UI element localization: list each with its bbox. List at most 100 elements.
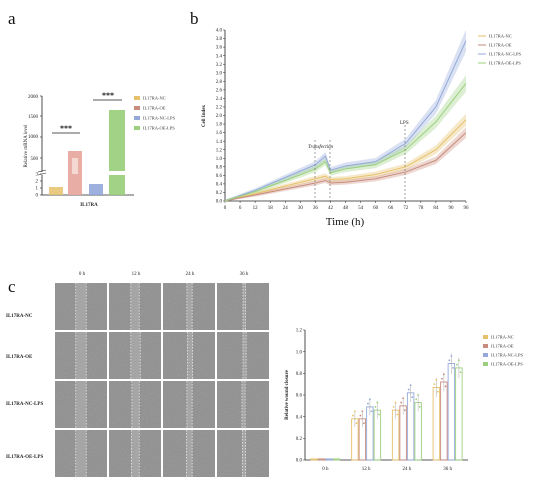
y-tick-label: 4.0 xyxy=(216,29,223,34)
data-point xyxy=(442,373,445,376)
y-tick-label: 0.8 xyxy=(296,372,303,377)
row-label-oe-lps: IL17RA-OE-LPS xyxy=(6,455,43,460)
data-point xyxy=(368,398,371,401)
time-label-0h: 0 h xyxy=(79,272,86,277)
y-tick-label: 0.4 xyxy=(216,183,223,188)
panel-a-y-label: Relative mRNA level xyxy=(24,124,29,168)
legend-swatch xyxy=(134,96,140,100)
x-tick-label: 54 xyxy=(358,206,364,211)
y-tick-label: 2.6 xyxy=(216,88,223,93)
data-point xyxy=(415,398,418,401)
wound-gap xyxy=(187,332,193,379)
panel-b-x-label: Time (h) xyxy=(326,216,365,228)
annotation-transfection: Transfection xyxy=(308,145,334,150)
legend-label: IL17RA-OE xyxy=(143,106,166,111)
y-tick-label: 2.0 xyxy=(216,114,223,119)
data-point xyxy=(374,406,377,408)
time-label-36h: 36 h xyxy=(240,272,249,277)
data-point xyxy=(400,401,403,404)
wound-gap xyxy=(131,430,140,477)
data-point xyxy=(392,406,395,408)
x-tick-label: 0 xyxy=(224,206,227,211)
y-tick-label: 3.0 xyxy=(216,71,223,76)
bar xyxy=(325,458,333,461)
panel-c-y-ticks: 0.0 0.2 0.4 0.6 0.8 1.0 1.2 xyxy=(296,329,305,464)
x-tick-label: 0 h xyxy=(322,467,329,472)
y-tick-label: 1.2 xyxy=(296,329,303,334)
y-tick-label: 0.6 xyxy=(216,174,223,179)
legend-label: IL17RA-OE xyxy=(491,344,514,349)
data-point xyxy=(437,390,439,393)
y-tick-label: 0.2 xyxy=(296,437,303,442)
bar xyxy=(332,458,341,461)
panel-b-x-ticks: 0 6 12 18 24 30 36 42 48 54 60 66 72 78 84 90 96 xyxy=(224,201,469,211)
series-line xyxy=(224,83,467,202)
data-point xyxy=(441,377,443,380)
wound-gap xyxy=(75,381,87,428)
panel-c-legend: IL17RA-NC IL17RA-OE IL17RA-NC-LPS IL17RA… xyxy=(483,335,523,367)
data-point xyxy=(370,410,373,413)
data-point xyxy=(417,394,420,396)
y-tick-label: 3 xyxy=(36,173,39,178)
x-tick-label: 24 xyxy=(283,206,289,211)
y-tick-label: 1000 xyxy=(28,135,39,140)
annotation-lps: LPS xyxy=(400,121,409,126)
panel-b-line-chart: 0.0 0.2 0.4 0.6 0.8 1.0 1.2 1.4 1.6 1.8 2.0 2.2 2.4 2… xyxy=(202,29,521,228)
data-point xyxy=(459,371,462,374)
time-label-24h: 24 h xyxy=(186,272,195,277)
panel-letter-a: a xyxy=(8,9,16,28)
y-tick-label: 3.6 xyxy=(216,46,223,51)
series-line xyxy=(224,119,467,202)
panel-letter-c: c xyxy=(8,277,16,296)
wound-gap xyxy=(241,381,246,428)
y-tick-label: 3.2 xyxy=(216,63,223,68)
y-tick-label: 500 xyxy=(31,157,39,162)
y-tick-label: 0 xyxy=(36,194,39,199)
y-tick-label: 1.2 xyxy=(216,148,223,153)
y-tick-label: 1.6 xyxy=(216,131,223,136)
data-point xyxy=(407,388,410,391)
data-point xyxy=(433,383,436,386)
panel-a-x-label: IL17RA xyxy=(80,203,98,208)
bar-il17ra-nc xyxy=(49,187,63,195)
bar xyxy=(317,458,326,461)
data-point xyxy=(378,413,380,416)
x-tick-label: 96 xyxy=(464,206,470,211)
bar-axis-break xyxy=(105,171,129,175)
series-band xyxy=(225,113,466,201)
row-label-nc-lps: IL17RA-NC-LPS xyxy=(6,402,43,407)
data-point xyxy=(353,410,356,413)
bar-highlight xyxy=(72,158,78,174)
y-tick-label: 3.4 xyxy=(216,54,223,59)
data-point xyxy=(444,385,447,388)
y-tick-label: 1.4 xyxy=(216,140,223,145)
panel-a-axis-break xyxy=(38,172,46,175)
bar xyxy=(406,392,415,461)
wound-gap xyxy=(75,283,87,330)
data-point xyxy=(355,422,358,425)
legend-label: IL17RA-OE-LPS xyxy=(143,126,175,131)
series-band xyxy=(225,127,466,201)
wound-gap xyxy=(130,332,141,379)
y-tick-label: 2 xyxy=(36,180,39,185)
legend-swatch xyxy=(483,335,488,339)
break-mark xyxy=(37,169,47,173)
legend-swatch xyxy=(483,362,488,366)
y-tick-label: 0.8 xyxy=(216,165,223,170)
y-tick-label: 0.0 xyxy=(296,459,303,464)
panel-b-legend: IL17RA-NC IL17RA-OE IL17RA-NC-LPS IL17RA… xyxy=(478,34,521,66)
y-tick-label: 1.0 xyxy=(296,350,303,355)
wound-gap xyxy=(243,332,247,379)
legend-label: IL17RA-NC xyxy=(143,96,166,101)
data-point xyxy=(448,359,451,362)
y-tick-label: 1.8 xyxy=(216,123,223,128)
wound-gap xyxy=(75,332,87,379)
y-tick-label: 0.0 xyxy=(216,200,223,205)
x-tick-label: 36 xyxy=(313,206,319,211)
bar xyxy=(432,386,441,461)
wound-gap xyxy=(75,430,87,477)
legend-label: IL17RA-NC xyxy=(491,335,514,340)
wound-gap xyxy=(242,430,246,477)
panel-letter-b: b xyxy=(190,9,199,28)
x-tick-label: 6 xyxy=(239,206,242,211)
